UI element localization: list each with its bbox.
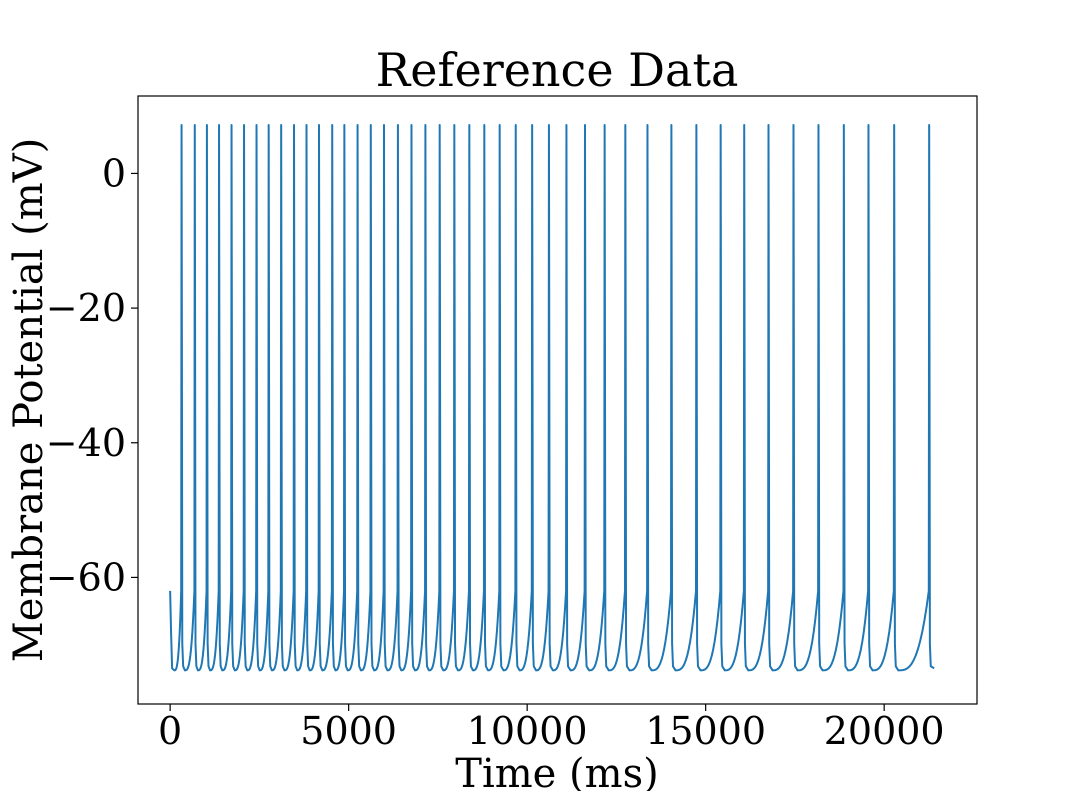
y-axis-label: Membrane Potential (mV) (6, 138, 52, 662)
y-tick-label: −60 (46, 555, 126, 599)
x-tick-label: 0 (158, 709, 182, 753)
x-axis-label: Time (ms) (455, 751, 658, 791)
chart-title: Reference Data (376, 43, 739, 97)
y-tick-label: −40 (46, 421, 126, 465)
x-tick-label: 15000 (645, 709, 766, 753)
y-tick-label: −20 (46, 286, 126, 330)
y-tick-label: 0 (102, 151, 126, 195)
y-axis-ticks: 0 −20 −40 −60 (46, 151, 138, 599)
x-tick-label: 5000 (300, 709, 397, 753)
series-layer (169, 123, 935, 672)
series-line (169, 123, 935, 672)
x-tick-label: 20000 (824, 709, 945, 753)
x-tick-label: 10000 (467, 709, 588, 753)
plot-frame (137, 95, 978, 705)
x-axis-ticks: 0 5000 10000 15000 20000 (158, 704, 945, 753)
